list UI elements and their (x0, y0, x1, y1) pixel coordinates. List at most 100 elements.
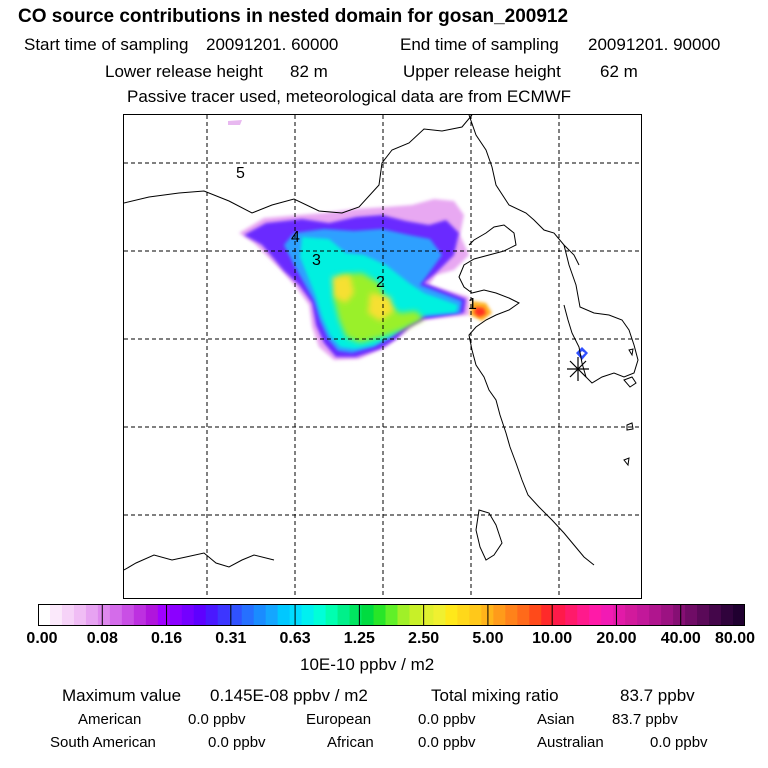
colorbar-tick-label: 0.16 (150, 630, 183, 647)
colorbar-cell (613, 604, 626, 626)
colorbar-cell (565, 604, 578, 626)
source-label-2: 2 (376, 274, 385, 291)
colorbar-cell (469, 604, 482, 626)
china-coast (468, 289, 595, 566)
colorbar-cell (277, 604, 291, 626)
colorbar-cell (721, 604, 734, 626)
colorbar-cell (181, 604, 195, 626)
colorbar-cell (133, 604, 147, 626)
end-time-label: End time of sampling (400, 35, 559, 54)
plume-speck (228, 120, 242, 125)
total-mixing-label: Total mixing ratio (431, 686, 559, 705)
lower-release-value: 82 m (290, 62, 328, 81)
region-african-value: 0.0 ppbv (418, 734, 476, 751)
page-title: CO source contributions in nested domain… (18, 6, 569, 27)
colorbar-tick-label: 0.31 (215, 630, 247, 647)
colorbar-cell (649, 604, 662, 626)
colorbar-tick-label: 80.00 (714, 630, 756, 647)
plume-peak (474, 307, 486, 317)
colorbar-cell (697, 604, 710, 626)
source-label-5: 5 (236, 165, 245, 182)
map-canvas: 1 2 3 4 5 (124, 115, 641, 598)
colorbar-cell (685, 604, 698, 626)
colorbar-cell (433, 604, 447, 626)
colorbar-cell (589, 604, 602, 626)
concentration-plume (228, 120, 588, 360)
colorbar-cell (397, 604, 411, 626)
colorbar-tick-label: 2.50 (408, 630, 440, 647)
source-label-3: 3 (312, 252, 321, 269)
region-american-name: American (78, 711, 142, 728)
colorbar (38, 604, 745, 626)
colorbar-cell (673, 604, 686, 626)
colorbar-cell (553, 604, 566, 626)
border-north (124, 115, 473, 214)
colorbar-cell (85, 604, 99, 626)
colorbar-tick-label: 0.63 (279, 630, 311, 647)
colorbar-cell (73, 604, 87, 626)
colorbar-tick-label: 40.00 (660, 630, 701, 647)
tracer-note: Passive tracer used, meteorological data… (127, 87, 572, 106)
border-northeast (468, 115, 580, 266)
colorbar-cell (373, 604, 387, 626)
map-panel: 1 2 3 4 5 (123, 114, 642, 599)
end-time-value: 20091201. 90000 (588, 35, 721, 54)
colorbar-tick-label: 0.00 (26, 630, 58, 647)
region-south-american-name: South American (50, 734, 156, 751)
colorbar-cell (145, 604, 159, 626)
colorbar-cell (445, 604, 458, 626)
colorbar-cell (301, 604, 315, 626)
colorbar-cell (601, 604, 614, 626)
colorbar-cell (121, 604, 135, 626)
colorbar-cell (193, 604, 207, 626)
colorbar-cell (733, 604, 745, 626)
plume-receptor-center (580, 351, 585, 356)
colorbar-cell (325, 604, 339, 626)
colorbar-cell (661, 604, 674, 626)
start-time-value: 20091201. 60000 (206, 35, 339, 54)
colorbar-cell (385, 604, 399, 626)
colorbar-cell (493, 604, 506, 626)
region-african-name: African (327, 734, 374, 751)
colorbar-cell (217, 604, 231, 626)
lower-release-label: Lower release height (105, 62, 263, 81)
colorbar-cell (421, 604, 435, 626)
border-south (124, 552, 275, 571)
region-asian-name: Asian (537, 711, 575, 728)
korea-coast (563, 244, 639, 384)
colorbar-cell (265, 604, 279, 626)
colorbar-cell (541, 604, 554, 626)
plume-hotspot-central (368, 293, 394, 321)
colorbar-cell (229, 604, 243, 626)
region-south-american-value: 0.0 ppbv (208, 734, 266, 751)
colorbar-tick-label: 5.00 (472, 630, 504, 647)
bohai-coast (458, 224, 517, 294)
islands (623, 348, 637, 467)
region-australian-value: 0.0 ppbv (650, 734, 708, 751)
region-european-value: 0.0 ppbv (418, 711, 476, 728)
colorbar-cell (289, 604, 303, 626)
region-asian-value: 83.7 ppbv (612, 711, 678, 728)
colorbar-cell (505, 604, 518, 626)
colorbar-cells (38, 604, 745, 626)
colorbar-cell (361, 604, 375, 626)
start-time-label: Start time of sampling (24, 35, 189, 54)
map-grid (124, 115, 641, 598)
colorbar-tick-label: 0.08 (86, 630, 118, 647)
max-value-label: Maximum value (62, 686, 182, 705)
region-american-value: 0.0 ppbv (188, 711, 246, 728)
colorbar-cell (49, 604, 63, 626)
colorbar-tick-label: 20.00 (596, 630, 637, 647)
colorbar-cell (313, 604, 327, 626)
colorbar-cell (109, 604, 123, 626)
upper-release-label: Upper release height (403, 62, 561, 81)
colorbar-cell (337, 604, 351, 626)
region-australian-name: Australian (537, 734, 604, 751)
colorbar-cell (205, 604, 219, 626)
colorbar-cell (529, 604, 542, 626)
colorbar-cell (61, 604, 75, 626)
colorbar-cell (349, 604, 363, 626)
colorbar-cell (409, 604, 423, 626)
colorbar-cell (577, 604, 590, 626)
upper-release-value: 62 m (600, 62, 638, 81)
